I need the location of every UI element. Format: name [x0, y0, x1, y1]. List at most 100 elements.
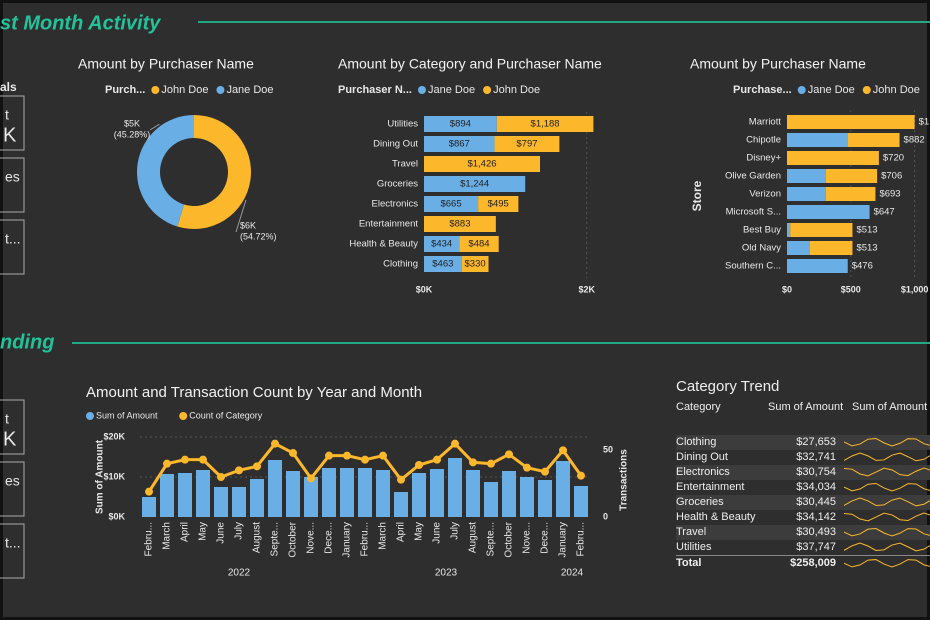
bar: [787, 187, 826, 201]
legend-label: Jane Doe: [808, 84, 855, 96]
card: [0, 219, 25, 275]
card-text: es: [5, 169, 20, 185]
x-tick-label: Febru...: [360, 522, 371, 556]
data-label: $1,426: [467, 159, 496, 170]
card-text: t: [5, 107, 9, 123]
leader-line: [235, 199, 247, 233]
trend-cell: [844, 540, 930, 555]
x-tick-label: Septe...: [486, 522, 497, 556]
total-label: $693: [879, 189, 900, 200]
sparkline-path: [844, 437, 930, 447]
legend-label: Count of Category: [189, 410, 263, 420]
section-title: st Month Activity: [0, 12, 161, 34]
bar: [825, 187, 876, 201]
table-cell: Clothing: [676, 436, 717, 448]
x-group-label: 2022: [228, 568, 251, 579]
y2-axis-title: Transactions: [619, 449, 630, 511]
x-tick-label: June: [216, 522, 227, 544]
trend-cell: [844, 495, 930, 510]
sparkline: [844, 482, 930, 492]
x-tick-label: October: [288, 521, 299, 557]
bar: [340, 468, 354, 517]
y-tick-label: Electronics: [372, 199, 419, 210]
x-tick-label: August: [468, 522, 479, 553]
y-tick-label: $10K: [103, 471, 125, 481]
table-title: Category Trend: [676, 378, 780, 395]
marker: [343, 451, 351, 460]
x-tick-label: March: [162, 522, 173, 550]
bar: [496, 116, 594, 132]
data-label: $6K: [240, 220, 256, 230]
sparkline: [844, 467, 930, 477]
bar: [178, 473, 192, 517]
y-tick-label: Utilities: [387, 119, 418, 130]
marker: [397, 475, 405, 484]
sparkline-path: [844, 528, 930, 537]
cards-header: als: [0, 80, 17, 94]
x-tick-label: October: [504, 521, 515, 557]
marker: [217, 473, 225, 481]
legend-label: Sum of Amount: [96, 410, 158, 420]
x-tick-label: January: [558, 522, 569, 558]
bar: [250, 479, 264, 517]
marker: [379, 451, 387, 460]
table-cell: Travel: [676, 526, 707, 538]
y-tick-label: Clothing: [383, 259, 418, 270]
column-header: Category: [676, 401, 721, 413]
x-tick-label: $2K: [578, 284, 595, 294]
y-tick-label: Dining Out: [373, 139, 418, 150]
table-body: Clothing $27,653 Dining Out $32,741 Electron…: [676, 435, 930, 571]
y-axis-title: Store: [690, 180, 704, 211]
bar: [847, 133, 900, 147]
bar: [466, 470, 480, 517]
table-row: Utilities $37,747: [676, 540, 930, 555]
bar: [494, 136, 560, 152]
marker: [253, 462, 261, 471]
table-cell: $27,653: [796, 436, 836, 448]
card: [0, 95, 25, 151]
bar: [787, 241, 810, 255]
leader-line: [149, 123, 160, 131]
bar: [787, 151, 879, 165]
bar: [459, 236, 499, 252]
x-group-label: 2023: [435, 568, 458, 579]
x-tick-label: August: [252, 522, 263, 553]
sparkline-path: [844, 452, 930, 462]
x-tick-label: Dece...: [540, 522, 551, 554]
y2-tick-label: 50: [603, 445, 613, 455]
table-cell: Dining Out: [676, 451, 728, 463]
y-tick-label: Southern C...: [725, 261, 781, 272]
data-label: $797: [516, 139, 537, 150]
x-tick-label: Nove...: [306, 522, 317, 554]
trend-cell: [844, 480, 930, 495]
bar: [322, 468, 336, 517]
table-row: Health & Beauty $34,142: [676, 510, 930, 525]
table-cell: Health & Beauty: [676, 511, 756, 523]
x-tick-label: May: [414, 522, 425, 541]
y-tick-label: Microsoft S...: [726, 207, 781, 218]
marker: [163, 459, 171, 468]
data-label: $330: [465, 259, 486, 270]
category-trend-table: Category Trend Category Sum of Amount Sum o…: [676, 378, 930, 571]
legend-title: Purch...: [105, 84, 145, 96]
x-tick-label: $0: [782, 284, 792, 294]
bar: [574, 486, 588, 517]
table-cell: $30,493: [796, 526, 836, 538]
marker: [181, 455, 189, 464]
y-tick-label: Verizon: [749, 189, 781, 200]
y-tick-label: Travel: [392, 159, 418, 170]
legend-swatch: [86, 412, 94, 420]
sparkline: [844, 512, 930, 522]
sparkline: [844, 497, 930, 507]
bar: [424, 156, 541, 172]
x-tick-label: July: [450, 522, 461, 540]
marker: [433, 455, 441, 464]
chart-title: Amount by Category and Purchaser Name: [338, 56, 602, 72]
table-row: Entertainment $34,034: [676, 480, 930, 495]
table-cell: $34,034: [796, 481, 836, 493]
data-label: (45.28%): [114, 129, 151, 139]
bar: [787, 133, 848, 147]
bar: [809, 241, 853, 255]
marker: [235, 466, 243, 475]
sparkline-path: [844, 542, 930, 552]
